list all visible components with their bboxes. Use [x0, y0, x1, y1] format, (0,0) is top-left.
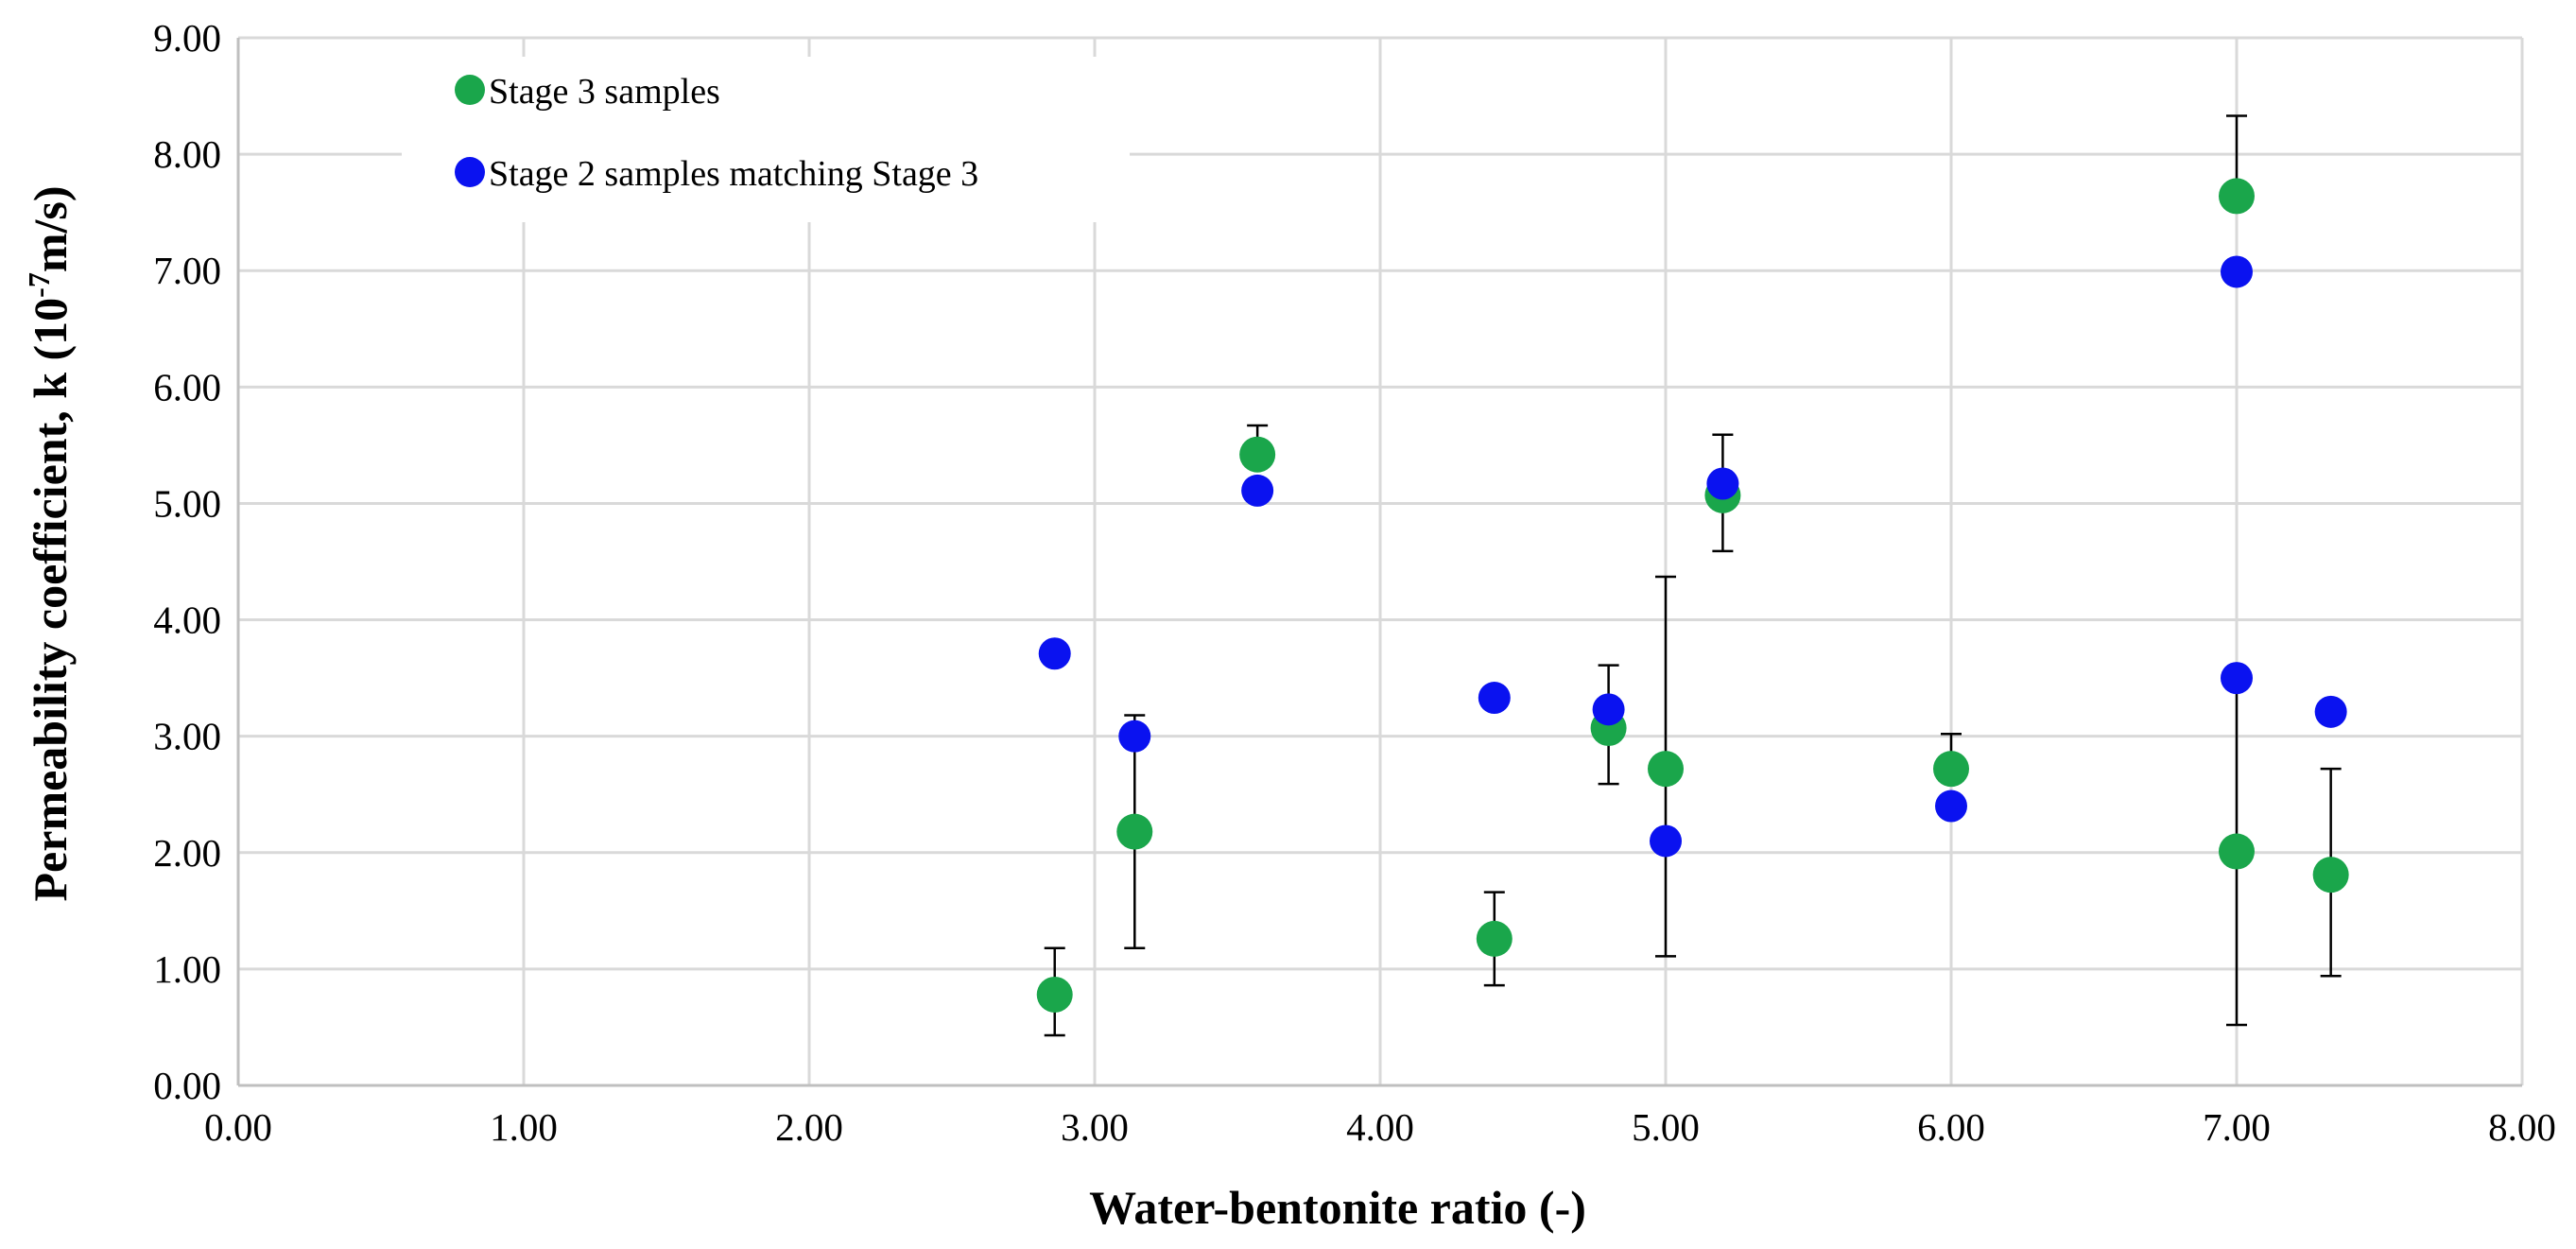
legend-label-stage-2: Stage 2 samples matching Stage 3: [489, 154, 978, 194]
legend-label-stage-3: Stage 3 samples: [489, 72, 720, 112]
stage-3-point: [2219, 833, 2255, 870]
legend-box: [402, 57, 1130, 222]
legend-marker-stage-2: [455, 157, 485, 187]
x-tick-label: 0.00: [204, 1105, 272, 1149]
x-tick-label: 1.00: [490, 1105, 558, 1149]
stage-3-point: [1116, 813, 1153, 850]
x-tick-label: 4.00: [1346, 1105, 1414, 1149]
stage-3-point: [2312, 857, 2349, 893]
stage-2-point: [1592, 693, 1625, 726]
y-tick-label: 3.00: [153, 715, 221, 758]
legend-marker-stage-3: [455, 75, 485, 105]
y-tick-label: 8.00: [153, 132, 221, 176]
x-tick-label: 3.00: [1061, 1105, 1129, 1149]
stage-2-point: [1241, 474, 1274, 507]
y-tick-label: 0.00: [153, 1064, 221, 1107]
y-tick-label: 1.00: [153, 947, 221, 991]
y-tick-label: 5.00: [153, 481, 221, 525]
stage-2-point: [2221, 662, 2253, 695]
x-tick-labels: 0.00 1.00 2.00 3.00 4.00 5.00 6.00 7.00 8.00: [204, 1105, 2556, 1149]
y-axis-title-unit: m/s): [24, 186, 77, 273]
x-axis-title: Water-bentonite ratio (-): [1089, 1181, 1586, 1234]
stage-3-point: [1648, 751, 1684, 788]
stage-2-point: [1038, 637, 1071, 670]
stage-2-point: [1935, 789, 1967, 823]
stage-3-point: [1933, 751, 1969, 788]
stage-2-point: [1118, 720, 1151, 753]
x-tick-label: 2.00: [775, 1105, 843, 1149]
stage-3-point: [1476, 920, 1513, 957]
y-tick-label: 4.00: [153, 598, 221, 642]
axes: [236, 38, 2522, 1087]
y-axis-title-main: Permeability coefficient, k (10: [24, 298, 77, 902]
y-axis-title: Permeability coefficient, k (10-7m/s): [22, 186, 77, 902]
x-tick-label: 5.00: [1632, 1105, 1700, 1149]
legend: Stage 3 samples Stage 2 samples matching…: [402, 57, 1130, 222]
stage-3-point: [1036, 976, 1073, 1013]
stage-3-point: [1239, 436, 1276, 473]
y-tick-label: 6.00: [153, 365, 221, 408]
y-tick-label: 9.00: [153, 16, 221, 60]
stage-2-point: [1650, 824, 1682, 858]
x-tick-label: 7.00: [2203, 1105, 2271, 1149]
y-tick-labels: 0.00 1.00 2.00 3.00 4.00 5.00 6.00 7.00 8.00 9.00: [153, 16, 221, 1107]
stage-2-point: [1478, 682, 1511, 715]
y-axis-title-exponent: -7: [22, 272, 56, 298]
x-tick-label: 6.00: [1917, 1105, 1985, 1149]
data-points: [1036, 178, 2349, 1013]
stage-2-point: [2221, 255, 2253, 288]
y-tick-label: 2.00: [153, 831, 221, 875]
y-tick-label: 7.00: [153, 249, 221, 292]
stage-3-point: [2219, 178, 2255, 215]
x-tick-label: 8.00: [2488, 1105, 2556, 1149]
stage-2-point: [2314, 695, 2347, 728]
stage-2-point: [1706, 467, 1739, 500]
